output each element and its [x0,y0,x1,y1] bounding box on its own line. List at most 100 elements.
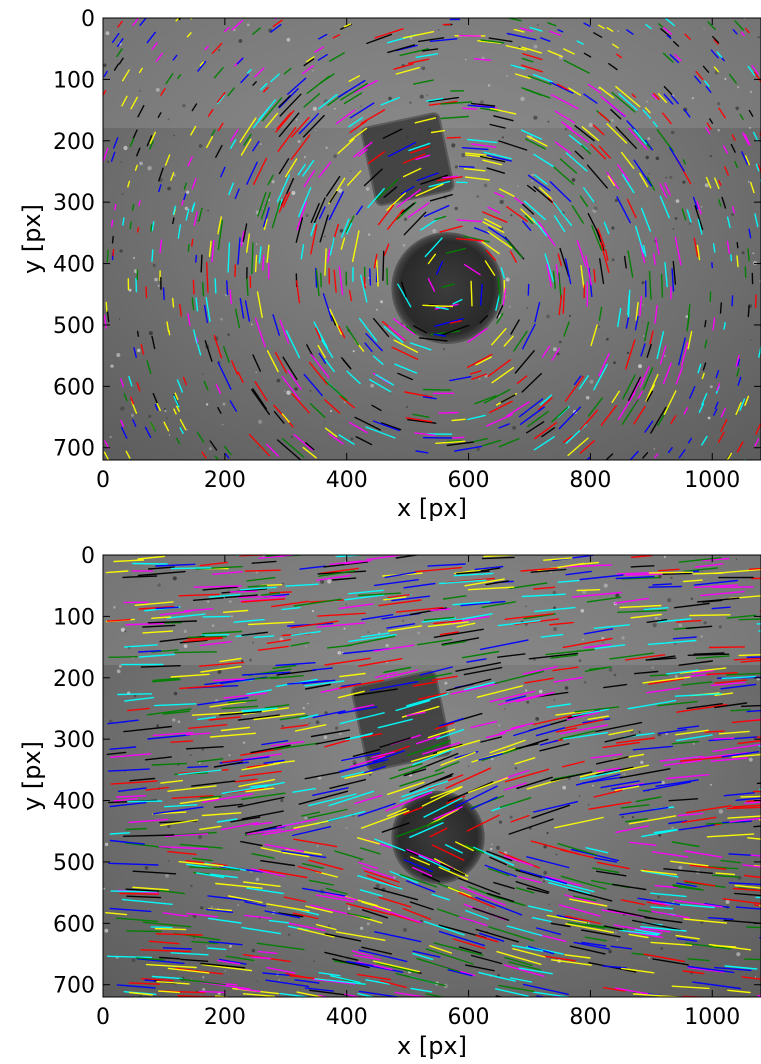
track-segment [151,762,188,766]
track-segment [464,152,487,156]
track-segment [672,636,697,640]
track-segment [720,859,741,864]
track-segment [402,167,422,178]
track-segment [539,739,559,746]
track-segment [260,860,295,867]
dust-speck [552,347,557,352]
track-segment [569,945,606,955]
track-segment [600,96,626,117]
track-segment [341,682,362,688]
track-segment [595,721,643,733]
track-segment [731,295,734,307]
dust-speck [347,904,350,907]
track-segment [151,249,154,262]
dust-speck [108,719,113,724]
track-segment [569,898,608,907]
track-segment [649,330,654,345]
track-segment [625,316,630,329]
track-segment [678,824,715,831]
track-segment [515,869,542,879]
track-segment [466,414,486,421]
track-segment [341,771,365,778]
track-segment [560,564,612,568]
track-segment [692,669,714,674]
track-segment [110,219,114,228]
track-segment [299,714,319,720]
track-segment [318,352,327,364]
track-segment [540,37,551,42]
track-segment [290,642,310,647]
track-segment [753,71,761,83]
track-segment [621,398,639,425]
track-segment [646,343,652,358]
track-segment [150,926,173,929]
track-segment [617,164,630,182]
dust-speck [281,725,284,727]
track-segment [103,451,109,460]
track-segment [581,144,592,155]
dust-speck [533,44,538,49]
track-segment [455,841,474,852]
dust-speck [201,748,204,751]
track-segment [708,866,739,870]
dust-speck [123,145,128,151]
track-segment [179,797,219,805]
track-segment [364,342,373,352]
dust-speck [291,435,294,438]
track-segment [228,182,235,196]
dust-speck [120,627,125,632]
track-segment [137,570,186,577]
track-segment [234,308,241,329]
track-segment [568,889,613,902]
track-segment [280,724,309,729]
track-segment [716,383,721,391]
track-segment [630,555,653,558]
track-segment [267,174,274,186]
dust-speck [592,784,594,787]
track-segment [301,679,336,685]
track-segment [191,940,218,945]
track-segment [173,651,218,654]
track-segment [614,987,649,995]
track-segment [639,366,650,388]
track-segment [221,588,268,594]
dust-speck [419,94,424,99]
track-segment [184,608,214,612]
track-segment [126,707,150,712]
track-segment [498,984,535,993]
track-segment [628,376,642,401]
track-segment [718,730,750,735]
track-segment [491,328,507,346]
track-segment [458,946,482,954]
track-segment [179,843,223,849]
track-segment [678,660,713,666]
track-segment [373,887,419,901]
track-segment [664,182,671,196]
track-segment [498,693,544,706]
track-segment [147,566,175,570]
track-segment [518,398,544,418]
track-segment [689,386,696,399]
track-segment [654,304,658,324]
dust-speck [120,406,125,411]
dust-speck [443,348,445,350]
dust-speck [307,702,309,705]
track-segment [157,990,180,994]
track-segment [721,196,727,209]
dust-speck [385,643,389,648]
x-tick-label: 0 [96,1005,110,1030]
track-segment [179,639,208,644]
track-segment [204,340,213,362]
dust-speck [237,904,239,906]
track-segment [659,755,704,762]
obstacles [351,670,485,885]
track-segment [659,183,667,198]
track-segment [136,330,140,337]
track-segment [710,757,748,762]
track-segment [520,567,558,572]
track-segment [353,79,379,94]
dust-speck [658,833,662,837]
track-segment [170,673,210,678]
track-segment [735,355,740,367]
track-segment [274,351,288,374]
